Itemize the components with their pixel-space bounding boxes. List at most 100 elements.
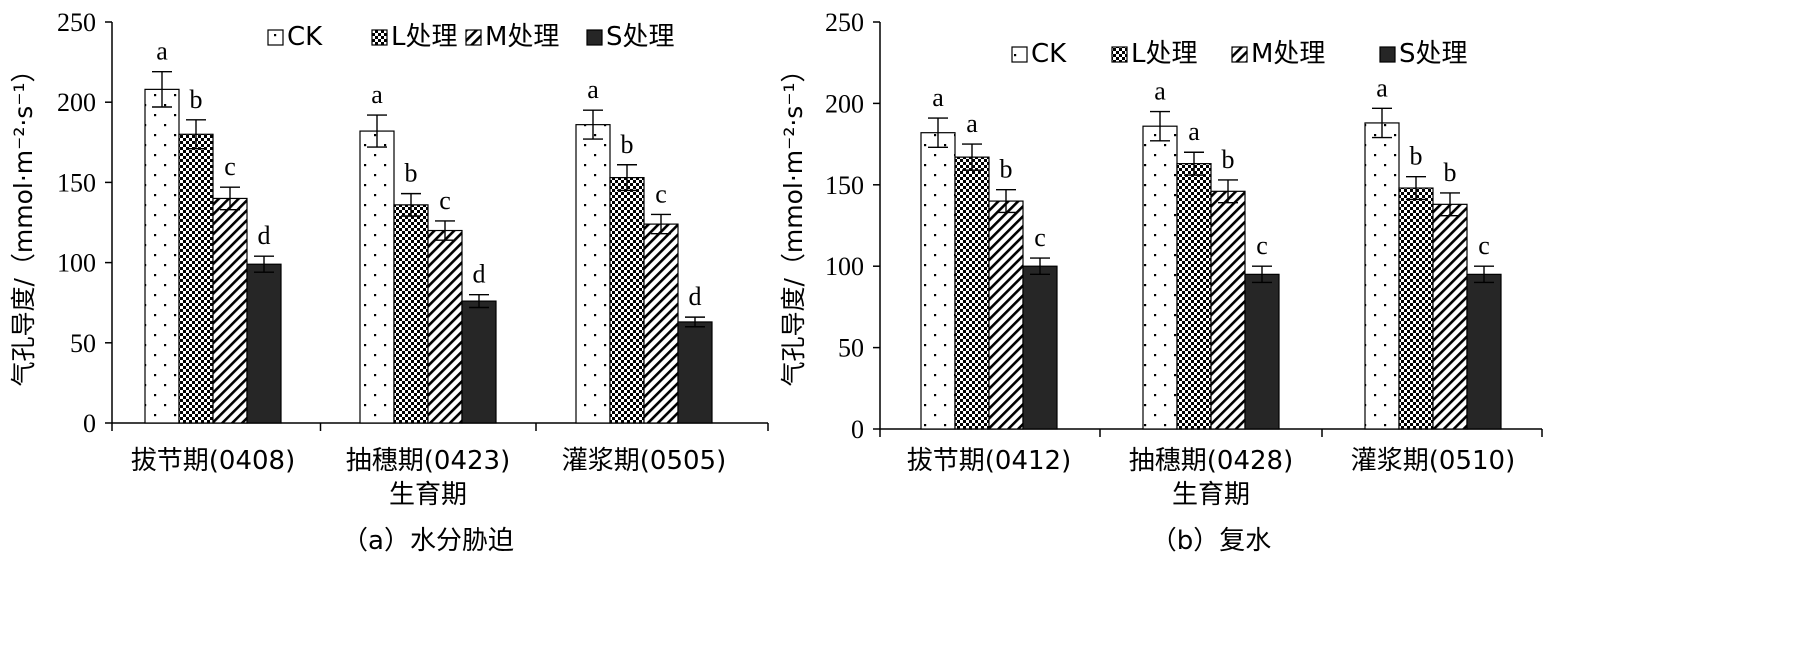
panel-b-significance-letter: a bbox=[1188, 117, 1200, 146]
panel-b-significance-letter: a bbox=[932, 83, 944, 112]
panel-a-water-stress: 050100150200250abcd拔节期(0408)abcd抽穗期(0423… bbox=[9, 8, 769, 556]
panel-b-legend-swatch-m bbox=[1231, 46, 1248, 63]
panel-a-legend-swatch-s bbox=[586, 29, 603, 46]
panel-b-bar-l bbox=[954, 156, 990, 430]
panel-a-bar-s bbox=[461, 300, 497, 424]
panel-b-significance-letter: b bbox=[1444, 158, 1457, 187]
panel-b-error-bar bbox=[1252, 265, 1272, 284]
panel-a-significance-letter: d bbox=[258, 221, 271, 250]
panel-b-error-bar bbox=[1030, 257, 1050, 276]
panel-b-significance-letter: c bbox=[1256, 231, 1268, 260]
panel-b-x-tick-label: 拔节期(0412) bbox=[907, 446, 1071, 476]
panel-b-x-tick-label: 抽穗期(0428) bbox=[1129, 446, 1293, 476]
panel-a-bar-l bbox=[609, 176, 645, 424]
panel-a-error-bar bbox=[651, 213, 671, 235]
panel-b-y-tick-label: 100 bbox=[825, 252, 864, 281]
panel-b-significance-letter: a bbox=[966, 109, 978, 138]
panel-b-caption: （b）复水 bbox=[1151, 526, 1272, 556]
panel-a-bar-ck bbox=[359, 130, 395, 424]
panel-b-legend: CK L处理 M处理 S处理 bbox=[1011, 39, 1468, 69]
panel-a-legend-swatch-l bbox=[371, 29, 388, 46]
panel-b-rewatering: 050100150200250aabc拔节期(0412)aabc抽穗期(0428… bbox=[779, 8, 1543, 556]
panel-a-bar-l bbox=[178, 133, 214, 424]
panel-b-legend-label-ck: CK bbox=[1031, 39, 1067, 69]
panel-a-bar-l bbox=[393, 204, 429, 424]
panel-b-legend-label-m: M处理 bbox=[1251, 39, 1325, 69]
panel-a-legend-label-ck: CK bbox=[287, 22, 323, 52]
panel-b-bar-l bbox=[1398, 187, 1434, 430]
panel-a-bar-s bbox=[677, 321, 713, 424]
panel-a-bar-m bbox=[212, 197, 248, 424]
panel-b-y-tick-label: 50 bbox=[838, 334, 864, 363]
panel-b-error-bar bbox=[1184, 151, 1204, 176]
panel-a-x-tick-label: 拔节期(0408) bbox=[131, 446, 295, 476]
panel-b-x-tick-label: 灌浆期(0510) bbox=[1351, 446, 1515, 476]
panel-a-significance-letter: b bbox=[190, 85, 203, 114]
panel-b-significance-letter: a bbox=[1376, 73, 1388, 102]
panel-a-error-bar bbox=[583, 109, 603, 140]
panel-b-error-bar bbox=[1218, 179, 1238, 204]
panel-a-bar-m bbox=[427, 229, 463, 424]
panel-a-error-bar bbox=[435, 220, 455, 241]
panel-b-error-bar bbox=[928, 117, 948, 149]
panel-b-legend-label-s: S处理 bbox=[1399, 39, 1468, 69]
panel-b-legend-label-l: L处理 bbox=[1131, 39, 1198, 69]
panel-a-error-bar bbox=[401, 192, 421, 217]
panel-a-error-bar bbox=[220, 186, 240, 211]
panel-a-caption: （a）水分胁迫 bbox=[342, 526, 514, 556]
panel-a-significance-letter: a bbox=[587, 75, 599, 104]
panel-b-significance-letter: c bbox=[1478, 231, 1490, 260]
panel-b-significance-letter: b bbox=[1410, 142, 1423, 171]
panel-a-y-axis-title: 气孔导度/（mmol·m⁻²·s⁻¹） bbox=[9, 57, 38, 386]
panel-b-y-tick-label: 200 bbox=[825, 89, 864, 118]
panel-b-y-axis-title: 气孔导度/（mmol·m⁻²·s⁻¹） bbox=[779, 57, 808, 386]
panel-a-bar-m bbox=[643, 223, 679, 424]
panel-b-bar-l bbox=[1176, 163, 1212, 430]
panel-a-error-bar bbox=[469, 293, 489, 309]
panel-a-significance-letter: b bbox=[405, 159, 418, 188]
panel-a-significance-letter: d bbox=[473, 260, 486, 289]
panel-b-bar-s bbox=[1022, 265, 1058, 430]
panel-b-error-bar bbox=[1474, 265, 1494, 284]
panel-b-legend-swatch-l bbox=[1111, 46, 1128, 63]
panel-b-bar-m bbox=[1210, 190, 1246, 430]
panel-b-error-bar bbox=[1372, 107, 1392, 139]
panel-a-y-tick-label: 200 bbox=[57, 88, 96, 117]
panel-a-x-tick-label: 灌浆期(0505) bbox=[562, 446, 726, 476]
panel-a-legend-label-m: M处理 bbox=[485, 22, 559, 52]
panel-b-bar-ck bbox=[1364, 122, 1400, 430]
panel-a-legend-swatch-m bbox=[465, 29, 482, 46]
panel-a-legend-label-s: S处理 bbox=[606, 22, 675, 52]
panel-b-error-bar bbox=[1406, 175, 1426, 201]
panel-a-significance-letter: a bbox=[371, 80, 383, 109]
panel-a-y-tick-label: 100 bbox=[57, 249, 96, 278]
panel-b-bar-s bbox=[1244, 273, 1280, 430]
panel-a-significance-letter: a bbox=[156, 37, 168, 66]
panel-a-significance-letter: c bbox=[655, 179, 667, 208]
panel-b-significance-letter: b bbox=[1000, 155, 1013, 184]
panel-b-legend-swatch-ck bbox=[1011, 46, 1028, 63]
panel-a-legend: CK L处理 M处理 S处理 bbox=[267, 22, 675, 52]
panel-a-y-tick-label: 50 bbox=[70, 329, 96, 358]
panel-a-bar-ck bbox=[575, 124, 611, 424]
panel-b-legend-swatch-s bbox=[1379, 46, 1396, 63]
panel-b-significance-letter: a bbox=[1154, 77, 1166, 106]
panel-a-legend-swatch-ck bbox=[267, 29, 284, 46]
panel-a-significance-letter: c bbox=[224, 152, 236, 181]
panel-b-error-bar bbox=[962, 143, 982, 171]
panel-b-bar-m bbox=[988, 200, 1024, 430]
panel-a-error-bar bbox=[152, 71, 172, 108]
panel-a-x-axis-title: 生育期 bbox=[389, 480, 467, 510]
panel-a-error-bar bbox=[617, 164, 637, 192]
panel-a-significance-letter: d bbox=[689, 282, 702, 311]
panel-b-x-axis-title: 生育期 bbox=[1172, 480, 1250, 510]
panel-b-bar-m bbox=[1432, 203, 1468, 430]
panel-b-significance-letter: c bbox=[1034, 223, 1046, 252]
panel-b-significance-letter: b bbox=[1222, 145, 1235, 174]
panel-a-y-tick-label: 150 bbox=[57, 168, 96, 197]
panel-a-bar-s bbox=[246, 263, 282, 424]
panel-a-bar-ck bbox=[144, 88, 180, 424]
panel-b-error-bar bbox=[996, 188, 1016, 214]
panel-a-error-bar bbox=[186, 119, 206, 150]
